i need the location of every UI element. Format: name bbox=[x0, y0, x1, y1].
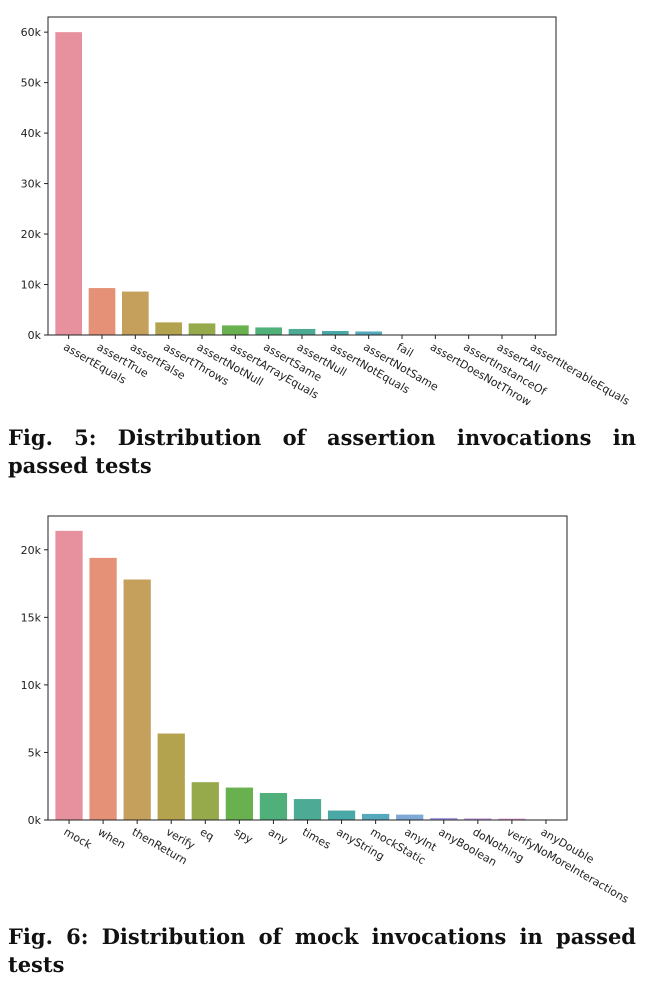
y-tick-label: 0k bbox=[28, 814, 42, 827]
bar-any bbox=[259, 792, 288, 820]
bar-anyInt bbox=[396, 814, 424, 820]
bar-assertFalse bbox=[122, 291, 149, 335]
bar-assertArrayEquals bbox=[222, 325, 249, 335]
y-tick-label: 40k bbox=[21, 127, 42, 140]
x-tick-label-times: times bbox=[300, 825, 333, 852]
figure-6-caption: Fig. 6: Distribution of mock invocations… bbox=[8, 924, 636, 977]
y-tick-label: 10k bbox=[21, 679, 42, 692]
bar-anyBoolean bbox=[430, 817, 458, 820]
y-tick-label: 10k bbox=[21, 279, 42, 292]
bar-verifyNoMoreInteractions bbox=[498, 818, 526, 820]
bar-assertNotEquals bbox=[322, 330, 349, 335]
y-tick-label: 0k bbox=[28, 329, 42, 342]
bar-assertSame bbox=[255, 327, 282, 335]
x-tick-label-assertIterableEquals: assertIterableEquals bbox=[528, 340, 632, 408]
bar-eq bbox=[191, 782, 219, 820]
bar-doNothing bbox=[464, 818, 492, 820]
bar-assertNotSame bbox=[355, 331, 382, 335]
bar-times bbox=[293, 799, 322, 820]
y-tick-label: 30k bbox=[21, 178, 42, 191]
bar-anyString bbox=[327, 810, 356, 820]
bar-assertEquals bbox=[55, 32, 82, 335]
x-tick-label-spy: spy bbox=[232, 825, 256, 846]
bar-mock bbox=[55, 530, 83, 820]
bar-when bbox=[89, 557, 117, 820]
y-tick-label: 5k bbox=[28, 746, 42, 759]
bar-assertTrue bbox=[88, 288, 116, 335]
bar-spy bbox=[225, 787, 253, 820]
bar-mockStatic bbox=[362, 813, 390, 820]
plot-frame bbox=[47, 16, 557, 336]
y-tick-label: 60k bbox=[21, 26, 42, 39]
assertion-chart-figure: 0k 10k 20k 30k 40k 50k 60k assertEquals assertTr… bbox=[0, 0, 657, 420]
bar-assertNull bbox=[288, 328, 316, 335]
x-tick-label-eq: eq bbox=[198, 825, 216, 843]
x-tick-label-when: when bbox=[96, 825, 128, 851]
bar-assertThrows bbox=[155, 322, 182, 335]
bar-thenReturn bbox=[123, 579, 151, 820]
figure-5-caption: Fig. 5: Distribution of assertion invoca… bbox=[8, 425, 636, 478]
y-tick-label: 50k bbox=[21, 77, 42, 90]
x-tick-label-mock: mock bbox=[62, 825, 95, 852]
mock-chart-figure: 0k 5k 10k 15k 20k mock when thenReturn verify eq s… bbox=[0, 500, 657, 920]
assertion-bar-chart: 0k10k20k30k40k50k60kassertEqualsassertTr… bbox=[21, 16, 632, 409]
y-tick-label: 15k bbox=[21, 611, 42, 624]
y-tick-label: 20k bbox=[21, 228, 42, 241]
bar-verify bbox=[157, 733, 185, 820]
y-tick-label: 20k bbox=[21, 544, 42, 557]
x-tick-label-any: any bbox=[266, 825, 290, 847]
bar-assertNotNull bbox=[188, 323, 216, 335]
